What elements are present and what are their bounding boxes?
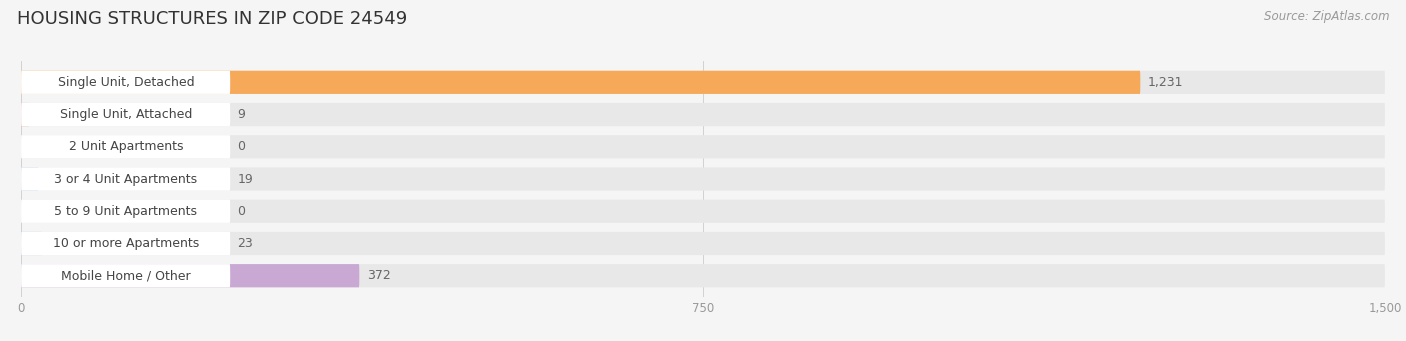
Text: 0: 0 bbox=[238, 205, 246, 218]
FancyBboxPatch shape bbox=[21, 264, 231, 287]
FancyBboxPatch shape bbox=[21, 135, 1385, 159]
FancyBboxPatch shape bbox=[21, 264, 1385, 287]
Text: HOUSING STRUCTURES IN ZIP CODE 24549: HOUSING STRUCTURES IN ZIP CODE 24549 bbox=[17, 10, 408, 28]
FancyBboxPatch shape bbox=[21, 103, 30, 126]
Text: 5 to 9 Unit Apartments: 5 to 9 Unit Apartments bbox=[55, 205, 197, 218]
Text: 10 or more Apartments: 10 or more Apartments bbox=[53, 237, 200, 250]
FancyBboxPatch shape bbox=[21, 71, 1140, 94]
FancyBboxPatch shape bbox=[21, 199, 231, 223]
FancyBboxPatch shape bbox=[21, 103, 231, 126]
FancyBboxPatch shape bbox=[21, 264, 360, 287]
FancyBboxPatch shape bbox=[21, 232, 1385, 255]
FancyBboxPatch shape bbox=[21, 232, 42, 255]
Text: 0: 0 bbox=[238, 140, 246, 153]
Text: Single Unit, Attached: Single Unit, Attached bbox=[60, 108, 193, 121]
FancyBboxPatch shape bbox=[21, 71, 1385, 94]
Text: 2 Unit Apartments: 2 Unit Apartments bbox=[69, 140, 183, 153]
FancyBboxPatch shape bbox=[21, 199, 1385, 223]
FancyBboxPatch shape bbox=[21, 135, 231, 159]
FancyBboxPatch shape bbox=[21, 232, 231, 255]
FancyBboxPatch shape bbox=[21, 167, 231, 191]
FancyBboxPatch shape bbox=[21, 71, 231, 94]
Text: 23: 23 bbox=[238, 237, 253, 250]
Text: Mobile Home / Other: Mobile Home / Other bbox=[62, 269, 191, 282]
FancyBboxPatch shape bbox=[21, 167, 1385, 191]
Text: 9: 9 bbox=[238, 108, 246, 121]
Text: 19: 19 bbox=[238, 173, 253, 186]
FancyBboxPatch shape bbox=[21, 167, 38, 191]
Text: Source: ZipAtlas.com: Source: ZipAtlas.com bbox=[1264, 10, 1389, 23]
FancyBboxPatch shape bbox=[21, 103, 1385, 126]
Text: 3 or 4 Unit Apartments: 3 or 4 Unit Apartments bbox=[55, 173, 197, 186]
Text: Single Unit, Detached: Single Unit, Detached bbox=[58, 76, 194, 89]
Text: 1,231: 1,231 bbox=[1147, 76, 1182, 89]
Text: 372: 372 bbox=[367, 269, 391, 282]
